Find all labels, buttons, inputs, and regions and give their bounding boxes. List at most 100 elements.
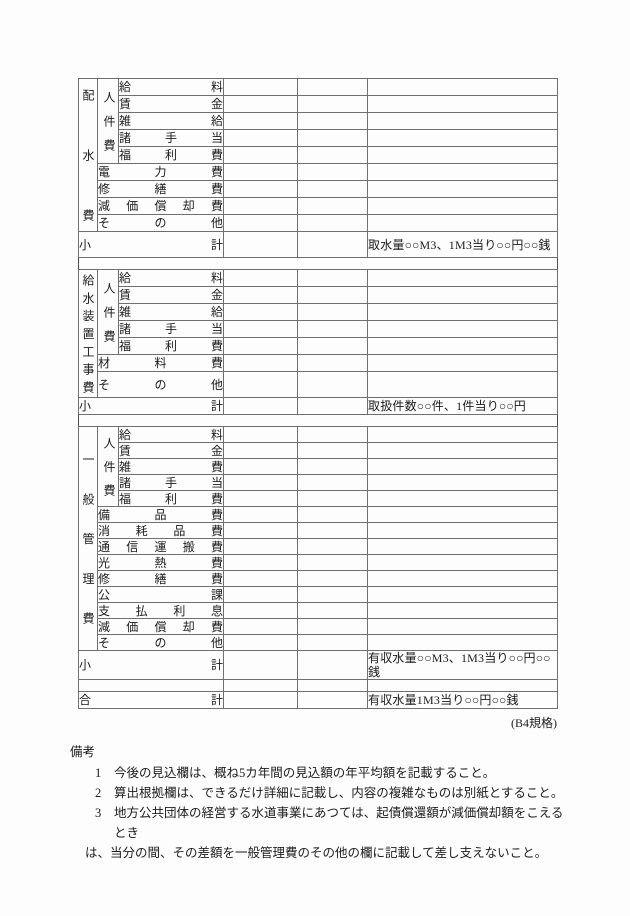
subtotal-label: 小計 xyxy=(78,650,224,680)
amount-cell xyxy=(297,371,368,398)
amount-cell xyxy=(223,78,298,96)
amount-cell xyxy=(223,320,298,338)
amount-cell xyxy=(223,163,298,181)
amount-cell xyxy=(297,691,368,709)
item-label: 通信運搬費 xyxy=(97,538,224,555)
amount-cell xyxy=(223,602,298,619)
amount-cell xyxy=(297,538,368,555)
basis-cell xyxy=(367,490,558,507)
amount-cell xyxy=(223,490,298,507)
amount-cell xyxy=(297,522,368,539)
subtotal-label: 小計 xyxy=(78,397,224,415)
amount-cell xyxy=(223,214,298,232)
amount-cell xyxy=(297,650,368,680)
note-continuation: は、当分の間、その差額を一般管理費のその他の欄に記載して差し支えないこと。 xyxy=(85,846,548,860)
basis-cell xyxy=(367,618,558,635)
amount-cell xyxy=(297,286,368,304)
amount-cell xyxy=(297,337,368,355)
amount-cell xyxy=(297,112,368,130)
item-label: 材料費 xyxy=(97,354,224,372)
amount-cell xyxy=(223,197,298,215)
category-label: 給水装置工事費 xyxy=(81,274,95,393)
amount-cell xyxy=(223,397,298,415)
basis-cell xyxy=(367,180,558,198)
amount-cell xyxy=(297,426,368,443)
block-separator xyxy=(78,257,558,270)
subtotal-row: 小計 取水量○○M3、1M3当り○○円○○銭 xyxy=(78,231,558,258)
cost-table: 配水費 人件費 給料 賃金 雑給 諸手当 福利費 電力費 修繕費 xyxy=(78,78,558,709)
amount-cell xyxy=(297,586,368,603)
item-label: 雑給 xyxy=(118,112,224,130)
item-label: 雑費 xyxy=(118,458,224,475)
amount-cell xyxy=(297,231,368,258)
basis-cell xyxy=(367,354,558,372)
item-label: 光熱費 xyxy=(97,554,224,571)
subgroup-jinkenhi: 人件費 xyxy=(97,426,119,507)
subgroup-jinkenhi: 人件費 xyxy=(97,269,119,355)
basis-cell xyxy=(367,303,558,321)
basis-cell xyxy=(367,78,558,96)
item-label: その他 xyxy=(97,634,224,651)
basis-cell xyxy=(367,197,558,215)
item-label: その他 xyxy=(97,371,224,398)
item-label: 公課 xyxy=(97,586,224,603)
basis-cell xyxy=(367,337,558,355)
amount-cell xyxy=(223,618,298,635)
note-number: 3 xyxy=(95,806,102,820)
amount-cell xyxy=(223,354,298,372)
note-item: 3 地方公共団体の経営する水道事業にあつては、起債償還額が減価償却額をこえるとき xyxy=(95,803,575,843)
total-label: 合計 xyxy=(78,691,224,709)
subtotal-remark: 有収水量○○M3、1M3当り○○円○○銭 xyxy=(367,650,558,680)
item-label: 修繕費 xyxy=(97,570,224,587)
amount-cell xyxy=(297,354,368,372)
basis-cell xyxy=(367,554,558,571)
amount-cell xyxy=(297,197,368,215)
item-label: 諸手当 xyxy=(118,320,224,338)
amount-cell xyxy=(223,586,298,603)
note-number: 1 xyxy=(95,766,102,780)
notes-section: 備考 1 今後の見込欄は、概ね5カ年間の見込額の年平均額を記載すること。 2 算… xyxy=(70,742,575,863)
basis-cell xyxy=(367,146,558,164)
amount-cell xyxy=(297,554,368,571)
item-label: 給料 xyxy=(118,426,224,443)
amount-cell xyxy=(223,95,298,113)
amount-cell xyxy=(223,426,298,443)
note-text: 今後の見込欄は、概ね5カ年間の見込額の年平均額を記載すること。 xyxy=(114,766,496,780)
amount-cell xyxy=(297,397,368,415)
basis-cell xyxy=(367,522,558,539)
basis-cell xyxy=(367,426,558,443)
item-label: 諸手当 xyxy=(118,474,224,491)
amount-cell xyxy=(223,231,298,258)
amount-cell xyxy=(297,602,368,619)
basis-cell xyxy=(367,458,558,475)
amount-cell xyxy=(297,269,368,287)
basis-cell xyxy=(367,506,558,523)
note-item: 2 算出根拠欄は、できるだけ詳細に記載し、内容の複雑なものは別紙とすること。 xyxy=(95,783,575,803)
basis-cell xyxy=(367,286,558,304)
item-label: 給料 xyxy=(118,78,224,96)
amount-cell xyxy=(223,650,298,680)
subtotal-row: 小計 有収水量○○M3、1M3当り○○円○○銭 xyxy=(78,650,558,680)
item-label: 福利費 xyxy=(118,490,224,507)
item-label: 雑給 xyxy=(118,303,224,321)
basis-cell xyxy=(367,474,558,491)
subgroup-label: 人件費 xyxy=(102,282,116,342)
amount-cell xyxy=(223,538,298,555)
amount-cell xyxy=(297,474,368,491)
amount-cell xyxy=(223,146,298,164)
category-ippankanri: 一般管理費 xyxy=(78,426,98,651)
item-label: 減価償却費 xyxy=(97,618,224,635)
amount-cell xyxy=(223,506,298,523)
category-label: 配水費 xyxy=(81,89,95,221)
basis-cell xyxy=(367,95,558,113)
category-haisui: 配水費 xyxy=(78,78,98,232)
amount-cell xyxy=(297,442,368,459)
basis-cell xyxy=(367,586,558,603)
basis-cell xyxy=(367,320,558,338)
item-label: 支払利息 xyxy=(97,602,224,619)
amount-cell xyxy=(223,474,298,491)
amount-cell xyxy=(223,286,298,304)
amount-cell xyxy=(223,442,298,459)
amount-cell xyxy=(223,554,298,571)
subtotal-remark: 取扱件数○○件、1件当り○○円 xyxy=(367,397,558,415)
